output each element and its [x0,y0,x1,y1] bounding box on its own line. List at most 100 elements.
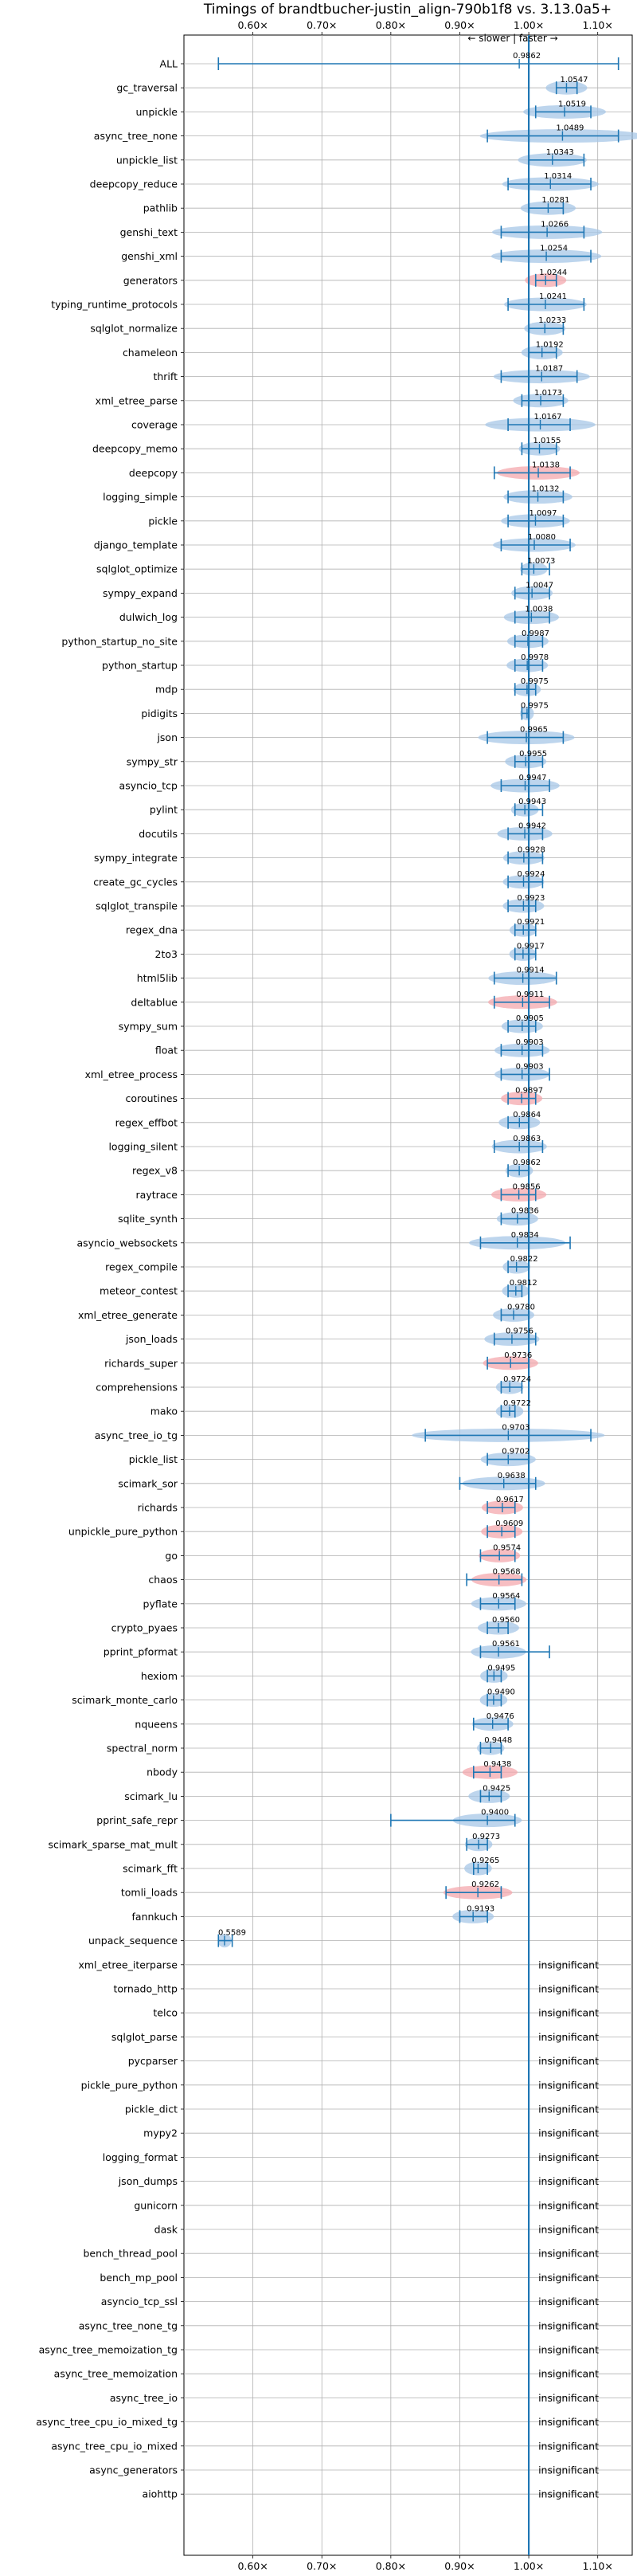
value-label: 0.9975 [521,677,549,686]
value-label: 1.0192 [536,340,564,349]
value-label: 1.0519 [558,100,586,108]
value-label: 0.9928 [518,846,545,855]
row-label: hexiom [141,1670,178,1682]
row-label: async_tree_memoization_tg [39,2344,178,2356]
value-label: 0.9724 [503,1375,531,1384]
x-tick-label-top: 0.80× [376,19,406,31]
insignificant-label: insignificant [538,2272,599,2284]
row-label: telco [153,2007,178,2019]
value-label: 0.9702 [502,1448,530,1457]
row-label: unpickle [135,106,178,118]
row-label: scimark_lu [124,1790,178,1802]
value-label: 0.9863 [513,1135,541,1143]
value-label: 1.0167 [534,413,562,421]
x-tick-label-bottom: 0.70× [307,2560,337,2572]
value-label: 0.9638 [498,1472,526,1480]
insignificant-label: insignificant [538,2055,599,2067]
x-tick-label-bottom: 1.10× [583,2560,613,2572]
value-label: 0.9911 [516,990,544,999]
row-label: docutils [139,828,178,840]
insignificant-label: insignificant [538,2344,599,2356]
plot-frame [183,34,633,2556]
row-label: django_template [94,539,178,551]
row-label: aiohttp [143,2488,178,2500]
row-label: python_startup_no_site [61,635,178,647]
insignificant-label: insignificant [538,2199,599,2211]
value-label: 0.9495 [487,1664,515,1672]
value-label: 1.0254 [540,245,568,253]
axis-ticks: 0.60× 0.60× 0.70× 0.70× 0.80× 0.80× 0.90× 0.90×… [181,19,613,2572]
row-label: deepcopy_reduce [90,178,178,190]
value-label: 0.5589 [218,1929,246,1938]
value-label: 0.9921 [517,918,545,927]
value-label: 1.0314 [544,172,572,181]
row-label: regex_dna [126,924,178,936]
value-label: 0.9812 [510,1279,537,1288]
row-label: spectral_norm [107,1743,178,1755]
row-label: pidigits [141,708,178,719]
value-label: 0.9864 [513,1111,541,1119]
value-label: 1.0155 [533,437,561,445]
row-label: pyflate [143,1598,178,1610]
insignificant-label: insignificant [538,2464,599,2476]
row-label: pickle [148,515,178,527]
value-label: 1.0047 [526,581,553,590]
x-tick-label-bottom: 0.90× [444,2560,475,2572]
value-label: 1.0547 [560,76,588,84]
value-label: 0.9905 [516,1014,544,1023]
value-label: 0.9862 [513,52,541,61]
value-label: 0.9978 [521,653,549,662]
value-label: 0.9722 [503,1399,531,1408]
value-label: 0.9560 [492,1616,520,1625]
value-label: 0.9955 [519,750,547,759]
value-label: 0.9448 [484,1736,512,1745]
insignificant-label: insignificant [538,2031,599,2043]
value-label: 0.9914 [517,966,545,975]
row-label: logging_simple [103,491,178,503]
value-label: 0.9924 [517,870,545,879]
row-label: xml_etree_process [85,1068,178,1080]
row-label: meteor_contest [100,1285,178,1297]
value-label: 0.9756 [506,1327,533,1336]
insignificant-label: insignificant [538,2319,599,2331]
insignificant-label: insignificant [538,2296,599,2307]
insignificant-label: insignificant [538,1958,599,1970]
row-label: gc_traversal [116,82,178,94]
row-label: thrift [153,371,178,382]
value-label: 1.0241 [539,292,567,301]
row-label: async_tree_memoization [54,2368,178,2380]
row-label: regex_effbot [115,1116,178,1128]
row-label: scimark_sparse_mat_mult [49,1838,178,1850]
row-label: async_tree_io [110,2392,178,2404]
value-label: 1.0489 [556,124,584,133]
row-label: scimark_sor [118,1477,178,1489]
row-label: regex_v8 [132,1165,178,1177]
value-label: 0.9834 [511,1231,539,1240]
row-label: asyncio_tcp_ssl [101,2296,178,2307]
value-label: 0.9903 [516,1062,544,1071]
row-label: raytrace [136,1189,178,1201]
row-label: unpack_sequence [88,1935,178,1947]
row-label: json_dumps [118,2175,178,2187]
value-label: 1.0073 [527,557,555,566]
row-label: pprint_safe_repr [96,1814,178,1826]
row-label: sympy_sum [119,1021,178,1033]
row-label: xml_etree_parse [96,394,178,406]
insignificant-label: insignificant [538,2151,599,2163]
value-label: 0.9265 [471,1857,499,1865]
row-label: sqlglot_optimize [96,563,178,575]
row-label: mdp [155,684,178,696]
row-label: logging_silent [108,1141,178,1153]
value-label: 0.9568 [493,1568,521,1577]
row-label: ALL [160,58,178,70]
row-label: generators [123,274,178,286]
insignificant-label: insignificant [538,2175,599,2187]
value-label: 0.9273 [472,1833,500,1841]
row-label: deepcopy_memo [92,443,178,455]
value-label: 0.9400 [481,1809,509,1817]
x-tick-label-bottom: 1.00× [514,2560,544,2572]
row-label: async_tree_none_tg [79,2319,178,2331]
x-tick-label-top: 0.70× [307,19,337,31]
row-label: 2to3 [155,948,178,960]
x-tick-label-top: 0.90× [444,19,475,31]
